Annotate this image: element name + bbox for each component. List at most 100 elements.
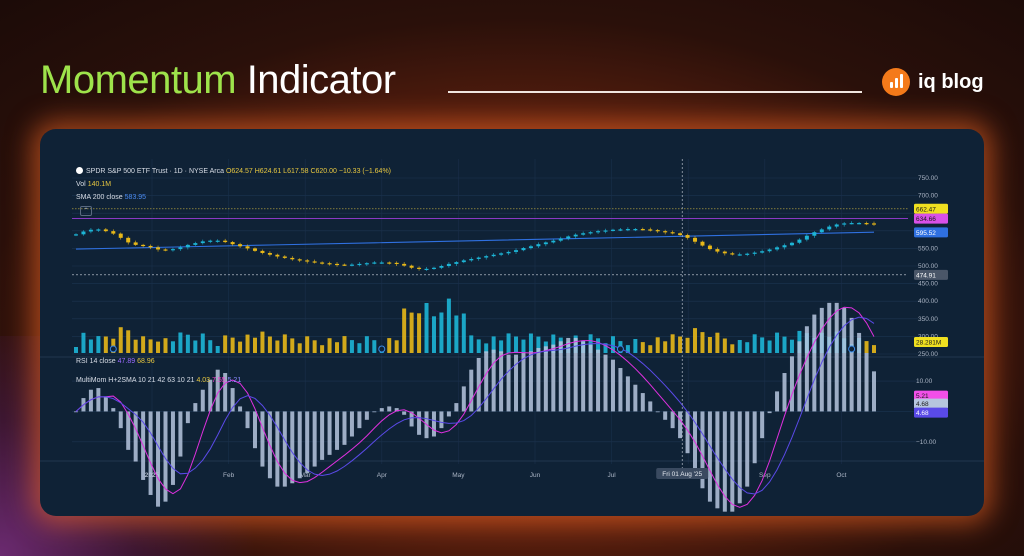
momentum-histogram-bar xyxy=(96,388,101,412)
osc-badge-fast: 5.21 xyxy=(916,393,929,400)
momentum-histogram-bar xyxy=(566,337,571,412)
volume-bar xyxy=(417,313,422,353)
candle-body xyxy=(730,253,735,255)
candle-body xyxy=(178,247,183,250)
x-tick-label: Mar xyxy=(300,472,312,479)
volume-bar xyxy=(81,332,86,353)
candle-body xyxy=(170,249,175,251)
price-tick-label: 350.00 xyxy=(918,316,938,323)
candle-body xyxy=(185,244,190,248)
candle-body xyxy=(417,267,422,269)
candle-body xyxy=(461,260,466,263)
close-value: C620.00 xyxy=(310,168,337,175)
candle-body xyxy=(543,242,548,245)
momentum-histogram-bar xyxy=(491,349,496,412)
volume-bar xyxy=(349,340,354,353)
momentum-histogram-bar xyxy=(596,349,601,412)
volume-bar xyxy=(760,337,765,353)
volume-bar xyxy=(499,340,504,353)
candle-body xyxy=(245,246,250,249)
volume-bar xyxy=(752,334,757,353)
momentum-histogram-bar xyxy=(469,369,474,412)
momentum-histogram-bar xyxy=(170,411,175,485)
momentum-histogram-bar xyxy=(245,411,250,429)
brand-logo[interactable]: iq blog xyxy=(882,68,984,96)
candle-body xyxy=(693,237,698,242)
volume-bar xyxy=(469,335,474,353)
rsi-legend[interactable]: RSI 14 close 47.89 68.96 xyxy=(76,358,155,365)
candle-body xyxy=(372,262,377,264)
momentum-histogram-bar xyxy=(185,411,190,424)
volume-bar xyxy=(320,345,325,353)
title-word-momentum: Momentum xyxy=(40,58,237,102)
momentum-histogram-bar xyxy=(402,411,407,415)
candle-body xyxy=(141,244,146,247)
candle-body xyxy=(670,232,675,234)
momentum-fast-line xyxy=(75,306,875,508)
sma-badge: 595.52 xyxy=(916,230,936,237)
candle-body xyxy=(252,248,257,251)
volume-bar xyxy=(648,345,653,353)
candle-body xyxy=(633,229,638,231)
sma-legend[interactable]: SMA 200 close 583.95 xyxy=(76,194,146,201)
cursor-price-badge: 474.91 xyxy=(916,272,936,279)
candle-body xyxy=(566,236,571,239)
multimom-legend[interactable]: MultiMom H+2SMA 10 21 42 63 10 21 4.03 7… xyxy=(76,377,241,384)
rsi-value-1: 47.89 xyxy=(117,358,136,365)
x-tick-label: Jun xyxy=(530,472,541,479)
osc-badge-fast-bg xyxy=(914,390,948,401)
volume-legend[interactable]: Vol 140.1M xyxy=(76,181,111,188)
candle-body xyxy=(528,246,533,249)
volume-bar xyxy=(133,339,138,353)
candle-body xyxy=(208,240,213,242)
momentum-histogram-bar xyxy=(446,411,451,417)
volume-bar xyxy=(305,336,310,353)
volume-bar xyxy=(126,330,131,353)
trading-chart[interactable]: 2025FebMarAprMayJunJulAugSepOct750.00700… xyxy=(40,129,984,516)
volume-bar xyxy=(685,337,690,353)
volume-bar xyxy=(200,333,205,353)
volume-bar xyxy=(223,335,228,353)
volume-bar xyxy=(640,342,645,353)
candle-body xyxy=(476,257,481,259)
momentum-histogram-bar xyxy=(663,411,668,420)
multimom-value-2: 7.55 xyxy=(212,377,226,384)
volume-bar xyxy=(96,336,101,353)
last-price-badge-bg xyxy=(914,203,948,214)
momentum-histogram-bar xyxy=(126,411,131,450)
last-price-badge: 662.47 xyxy=(916,206,936,213)
momentum-histogram-bar xyxy=(775,391,780,412)
momentum-histogram-bar xyxy=(290,411,295,484)
momentum-histogram-bar xyxy=(849,317,854,412)
candle-body xyxy=(707,245,712,250)
momentum-histogram-bar xyxy=(409,411,414,427)
volume-bar xyxy=(178,332,183,353)
candle-body xyxy=(402,263,407,266)
momentum-histogram-bar xyxy=(819,307,824,412)
collapse-legend-button[interactable]: ⌃ xyxy=(80,206,92,216)
candle-body xyxy=(349,264,354,266)
momentum-histogram-bar xyxy=(551,344,556,412)
x-tick-label: Apr xyxy=(377,472,388,479)
momentum-histogram-bar xyxy=(648,401,653,412)
candle-body xyxy=(864,223,869,225)
momentum-histogram-bar xyxy=(610,359,615,412)
momentum-histogram-bar xyxy=(506,354,511,412)
price-tick-label: 450.00 xyxy=(918,281,938,288)
candle-body xyxy=(715,249,720,252)
candle-body xyxy=(126,237,131,243)
momentum-histogram-bar xyxy=(543,346,548,412)
volume-bar xyxy=(484,343,489,353)
candle-body xyxy=(111,231,116,234)
volume-bar xyxy=(163,338,168,353)
volume-bar xyxy=(141,336,146,353)
x-tick-label: May xyxy=(452,472,465,479)
momentum-histogram-bar xyxy=(789,356,794,412)
volume-bar xyxy=(431,316,436,353)
candle-body xyxy=(760,251,765,253)
volume-bar xyxy=(267,336,272,353)
volume-bar xyxy=(767,340,772,353)
price-tick-label: 750.00 xyxy=(918,175,938,182)
volume-bar xyxy=(260,331,265,353)
sma-value: 583.95 xyxy=(124,194,147,201)
